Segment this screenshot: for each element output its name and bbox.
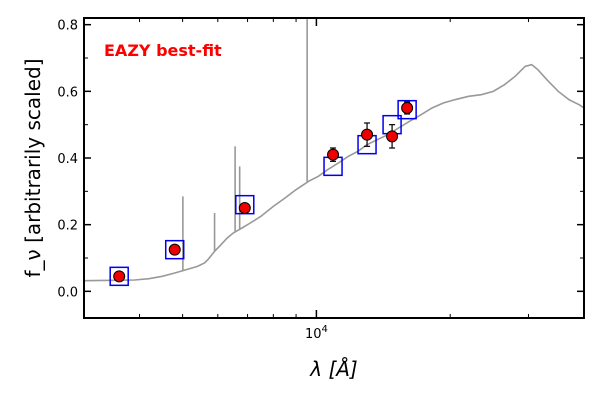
axes: 0.0 0.2 0.4 0.6 0.8 104 (57, 18, 585, 342)
observed-flux-point (401, 102, 414, 114)
template-spectrum-line (84, 18, 584, 282)
y-tick-label: 0.2 (57, 219, 78, 234)
annotation-label: EAZY best-fit (104, 41, 222, 60)
observed-flux-point (361, 128, 374, 141)
plot-area (84, 18, 584, 287)
model-flux-square (397, 99, 417, 120)
observed-flux-point (386, 130, 399, 143)
observed-flux-point (113, 270, 126, 283)
model-flux-square (109, 266, 129, 287)
y-tick-label: 0.6 (57, 85, 78, 100)
observed-flux-point (238, 202, 251, 214)
y-tick-label: 0.8 (57, 19, 78, 34)
y-tick-label: 0.4 (57, 152, 78, 167)
x-tick-label: 104 (305, 324, 328, 342)
plot-content (84, 18, 584, 287)
x-axis-label: λ [Å] (309, 357, 357, 381)
observed-flux-point (327, 148, 340, 161)
observed-flux-point (168, 243, 181, 256)
axes-frame (83, 17, 585, 319)
y-tick-label: 0.0 (57, 285, 78, 300)
model-flux-square (164, 239, 185, 260)
y-axis-label: f_ν [arbitrarily scaled] (21, 59, 45, 278)
